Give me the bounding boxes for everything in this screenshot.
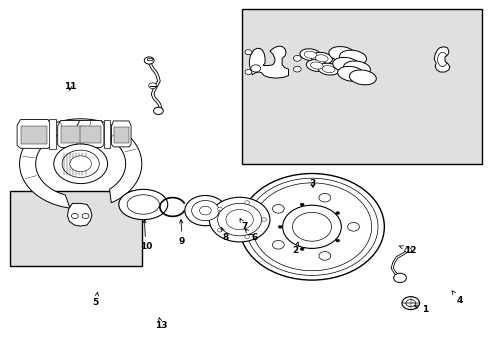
Circle shape: [261, 218, 266, 221]
Ellipse shape: [119, 189, 167, 220]
Circle shape: [244, 235, 249, 239]
Circle shape: [144, 57, 154, 64]
Ellipse shape: [310, 62, 323, 69]
Polygon shape: [67, 203, 92, 226]
Bar: [242, 9, 481, 164]
Text: 3: 3: [309, 179, 315, 188]
Circle shape: [335, 239, 339, 242]
Circle shape: [293, 55, 301, 61]
Text: 10: 10: [139, 220, 152, 251]
Ellipse shape: [348, 70, 376, 85]
Polygon shape: [80, 126, 101, 143]
Circle shape: [191, 201, 219, 221]
Circle shape: [209, 197, 269, 242]
Ellipse shape: [305, 60, 327, 71]
Circle shape: [62, 150, 99, 177]
Ellipse shape: [310, 53, 332, 64]
Text: 7: 7: [240, 219, 247, 231]
Circle shape: [252, 183, 371, 271]
Circle shape: [293, 66, 301, 72]
Polygon shape: [58, 121, 87, 148]
Circle shape: [318, 193, 330, 202]
Circle shape: [225, 210, 253, 230]
Text: 6: 6: [244, 229, 257, 242]
Circle shape: [335, 212, 339, 215]
Circle shape: [401, 297, 419, 310]
Circle shape: [278, 225, 282, 228]
Circle shape: [184, 195, 225, 226]
Circle shape: [300, 203, 304, 206]
Polygon shape: [114, 127, 128, 143]
Polygon shape: [103, 120, 109, 148]
Ellipse shape: [337, 66, 364, 81]
Circle shape: [239, 174, 384, 280]
Text: 12: 12: [398, 246, 416, 255]
Ellipse shape: [317, 63, 339, 75]
Circle shape: [245, 178, 377, 275]
Ellipse shape: [304, 51, 316, 58]
Polygon shape: [20, 119, 142, 208]
Circle shape: [153, 107, 163, 114]
Ellipse shape: [332, 57, 359, 72]
Text: 1: 1: [413, 305, 427, 314]
Ellipse shape: [328, 46, 355, 62]
Circle shape: [70, 156, 91, 172]
Circle shape: [217, 228, 222, 232]
Text: 2: 2: [292, 242, 298, 255]
Bar: [10, 191, 142, 266]
Circle shape: [244, 69, 251, 75]
Polygon shape: [21, 126, 47, 144]
Text: 13: 13: [155, 318, 167, 330]
Text: 11: 11: [63, 82, 76, 91]
Polygon shape: [146, 58, 151, 60]
Circle shape: [54, 144, 107, 184]
Circle shape: [217, 203, 261, 236]
Polygon shape: [17, 120, 51, 148]
Polygon shape: [249, 46, 288, 78]
Circle shape: [282, 205, 341, 248]
Polygon shape: [49, 119, 56, 149]
Circle shape: [148, 83, 156, 89]
Circle shape: [300, 248, 304, 251]
Text: 8: 8: [221, 228, 228, 242]
Ellipse shape: [127, 195, 159, 214]
Circle shape: [272, 240, 284, 249]
Polygon shape: [111, 121, 131, 147]
Text: 5: 5: [92, 292, 98, 307]
Ellipse shape: [299, 49, 321, 60]
Circle shape: [250, 65, 260, 72]
Circle shape: [244, 50, 251, 55]
Circle shape: [393, 273, 406, 283]
Circle shape: [71, 213, 78, 219]
Circle shape: [217, 207, 222, 211]
Circle shape: [292, 212, 331, 241]
Circle shape: [82, 213, 89, 219]
Polygon shape: [77, 121, 103, 148]
Ellipse shape: [339, 50, 366, 65]
Circle shape: [199, 206, 211, 215]
Circle shape: [272, 204, 284, 213]
Polygon shape: [433, 47, 449, 72]
Text: 9: 9: [178, 220, 185, 246]
Circle shape: [404, 248, 411, 253]
Text: 4: 4: [451, 291, 462, 305]
Circle shape: [405, 300, 415, 307]
Polygon shape: [61, 126, 83, 143]
Ellipse shape: [322, 66, 334, 73]
Circle shape: [347, 222, 359, 231]
Circle shape: [318, 252, 330, 260]
Ellipse shape: [315, 55, 327, 62]
Circle shape: [244, 201, 249, 204]
Ellipse shape: [343, 61, 370, 76]
Circle shape: [230, 219, 237, 224]
